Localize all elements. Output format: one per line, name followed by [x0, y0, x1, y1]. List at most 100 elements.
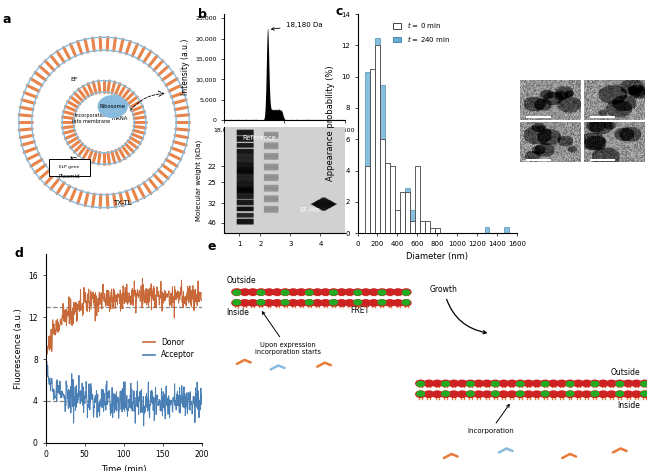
Text: a: a	[3, 13, 11, 26]
Circle shape	[632, 380, 642, 387]
Circle shape	[566, 382, 574, 386]
Circle shape	[524, 391, 534, 398]
Circle shape	[557, 391, 567, 398]
Text: Outside: Outside	[611, 368, 640, 377]
Circle shape	[441, 380, 450, 387]
Bar	[415, 166, 420, 233]
Text: Ribosome: Ribosome	[99, 104, 125, 109]
Circle shape	[482, 391, 492, 398]
Circle shape	[402, 290, 410, 295]
X-axis label: Time (min): Time (min)	[101, 465, 146, 471]
Y-axis label: Fluorescence (a.u.): Fluorescence (a.u.)	[14, 308, 23, 389]
Circle shape	[541, 382, 549, 386]
Circle shape	[565, 391, 575, 398]
Circle shape	[432, 391, 442, 398]
Circle shape	[306, 290, 313, 295]
Circle shape	[377, 289, 387, 295]
Bar	[400, 193, 405, 233]
Circle shape	[402, 300, 410, 305]
Circle shape	[515, 391, 525, 398]
Circle shape	[417, 382, 424, 386]
Circle shape	[516, 391, 524, 396]
Text: e: e	[207, 241, 216, 253]
Circle shape	[565, 380, 575, 387]
Circle shape	[540, 391, 550, 398]
Circle shape	[457, 380, 467, 387]
Bar	[395, 210, 400, 233]
Circle shape	[232, 300, 242, 306]
Circle shape	[491, 391, 499, 396]
Circle shape	[540, 380, 550, 387]
Circle shape	[449, 391, 459, 398]
Circle shape	[385, 289, 395, 295]
Circle shape	[353, 300, 363, 306]
Circle shape	[313, 289, 322, 295]
Circle shape	[507, 380, 517, 387]
Circle shape	[615, 380, 625, 387]
Y-axis label: Appearance probability (%): Appearance probability (%)	[326, 66, 335, 181]
Circle shape	[590, 391, 600, 398]
Text: Growth: Growth	[430, 285, 486, 334]
Text: Outside: Outside	[226, 276, 256, 285]
Circle shape	[264, 289, 274, 295]
FancyBboxPatch shape	[49, 159, 90, 176]
Text: Incorporation
into membrane: Incorporation into membrane	[72, 114, 110, 124]
Circle shape	[424, 380, 434, 387]
Circle shape	[640, 391, 649, 398]
Bar	[375, 38, 380, 233]
Text: Reference: Reference	[242, 135, 276, 141]
Bar	[405, 188, 410, 233]
Circle shape	[599, 380, 608, 387]
Circle shape	[232, 289, 242, 295]
Circle shape	[432, 380, 442, 387]
X-axis label: Diameter (nm): Diameter (nm)	[406, 252, 468, 261]
Bar	[380, 139, 385, 233]
Circle shape	[306, 300, 313, 305]
Bar	[435, 228, 439, 233]
Circle shape	[441, 391, 450, 398]
Bar	[395, 225, 400, 233]
Bar	[410, 210, 415, 233]
Circle shape	[369, 300, 379, 306]
Ellipse shape	[98, 96, 127, 117]
Circle shape	[280, 300, 290, 306]
Circle shape	[313, 300, 322, 306]
Circle shape	[240, 289, 250, 295]
Circle shape	[582, 380, 592, 387]
Circle shape	[280, 289, 290, 295]
Circle shape	[632, 391, 642, 398]
Circle shape	[337, 289, 346, 295]
Circle shape	[474, 380, 484, 387]
Y-axis label: Intensity (a.u.): Intensity (a.u.)	[181, 39, 190, 95]
Text: EF-His: EF-His	[300, 207, 320, 213]
Circle shape	[256, 300, 266, 306]
Circle shape	[449, 380, 459, 387]
Circle shape	[353, 289, 363, 295]
Circle shape	[264, 300, 274, 306]
Circle shape	[272, 289, 282, 295]
Circle shape	[272, 300, 282, 306]
Text: Inside: Inside	[226, 308, 249, 317]
Circle shape	[616, 382, 623, 386]
Circle shape	[330, 300, 337, 305]
Circle shape	[457, 391, 467, 398]
Circle shape	[248, 300, 257, 306]
Circle shape	[582, 391, 592, 398]
Circle shape	[329, 300, 339, 306]
Circle shape	[256, 289, 266, 295]
Circle shape	[281, 290, 289, 295]
Circle shape	[377, 300, 387, 306]
Circle shape	[378, 290, 385, 295]
Circle shape	[354, 300, 361, 305]
Circle shape	[532, 380, 541, 387]
Circle shape	[623, 380, 633, 387]
Circle shape	[465, 391, 475, 398]
Legend: $\it{t}$ = 0 min, $\it{t}$ = 240 min: $\it{t}$ = 0 min, $\it{t}$ = 240 min	[390, 17, 453, 47]
Circle shape	[344, 300, 354, 306]
Bar	[365, 166, 370, 233]
Circle shape	[320, 300, 330, 306]
Text: 18,180 Da: 18,180 Da	[272, 22, 322, 30]
Text: FRET: FRET	[333, 303, 369, 315]
Circle shape	[296, 289, 306, 295]
Circle shape	[549, 391, 558, 398]
